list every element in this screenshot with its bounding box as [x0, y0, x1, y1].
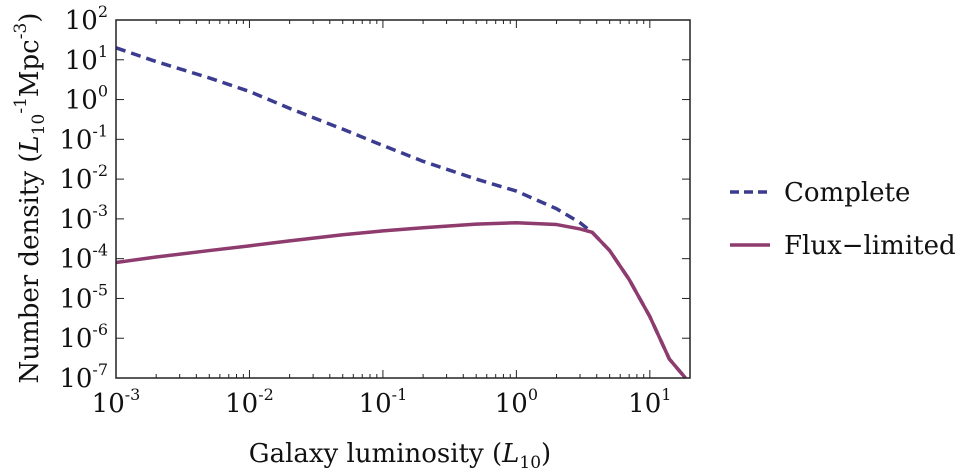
x-tick-label: 101	[628, 385, 671, 419]
y-tick-label: 10-3	[59, 201, 108, 235]
y-tick-label: 10-1	[59, 121, 108, 155]
y-axis-title: Number density (L10-1Mpc-3)	[11, 13, 49, 384]
y-tick-label: 10-6	[59, 320, 108, 354]
x-tick-label: 10-2	[225, 385, 274, 419]
legend: Complete Flux−limited	[730, 178, 956, 261]
series-line-complete	[115, 46, 687, 380]
y-tick-label: 10-4	[59, 241, 108, 275]
legend-label-complete: Complete	[784, 178, 910, 208]
legend-label-flux-limited: Flux−limited	[784, 231, 956, 261]
y-tick-label: 10-7	[59, 360, 108, 394]
legend-item-complete: Complete	[730, 178, 910, 208]
x-tick-label: 100	[495, 385, 538, 419]
series-lines	[115, 46, 687, 380]
x-tick-label: 10-3	[92, 385, 141, 419]
x-tick-label: 10-1	[359, 385, 408, 419]
x-tick-labels: 10-3 10-2 10-1 100 101	[92, 385, 672, 419]
y-tick-label: 101	[65, 42, 108, 76]
series-line-flux-limited	[115, 220, 687, 380]
y-tick-label: 10-5	[59, 280, 108, 314]
y-tick-labels: 10-7 10-6 10-5 10-4 10-3 10-2 10-1 100 101 102	[59, 2, 108, 394]
tick-marks	[115, 19, 691, 379]
legend-item-flux-limited: Flux−limited	[730, 231, 956, 261]
y-tick-label: 10-2	[59, 161, 108, 195]
y-tick-label: 102	[65, 2, 108, 36]
plot-frame	[115, 19, 691, 379]
x-axis-title: Galaxy luminosity (L10)	[249, 439, 551, 468]
y-tick-label: 100	[65, 82, 108, 116]
